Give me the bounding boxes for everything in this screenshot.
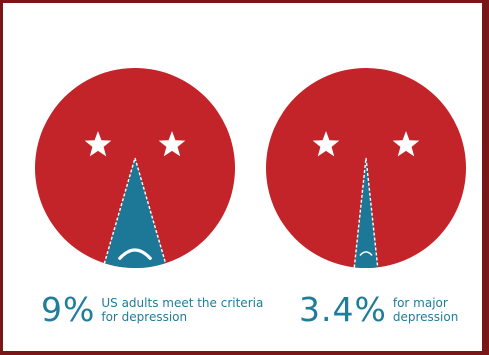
infographic: 9% US adults meet the criteria for depre…: [3, 3, 482, 351]
description-right: for major depression: [393, 296, 458, 324]
star-eye-right-left: [158, 131, 186, 157]
frown-left: [118, 248, 152, 260]
depression-face-charts: [35, 68, 466, 268]
caption-right: 3.4% for major depression: [299, 293, 458, 326]
star-eye-left-right: [312, 131, 340, 157]
description-left: US adults meet the criteria for depressi…: [101, 296, 263, 324]
slice-edge-right: [349, 157, 383, 268]
description-right-line-2: depression: [392, 309, 459, 324]
percent-left: 9%: [41, 290, 96, 329]
percent-right: 3.4%: [299, 290, 387, 329]
caption-left: 9% US adults meet the criteria for depre…: [41, 293, 263, 326]
slice-right: [350, 158, 382, 268]
star-eye-left-left: [84, 131, 112, 157]
description-left-line-1: US adults meet the criteria: [101, 295, 264, 310]
star-eye-right-right: [392, 131, 420, 157]
description-left-line-2: for depression: [101, 309, 188, 324]
description-right-line-1: for major: [392, 295, 448, 310]
frown-right: [359, 251, 373, 256]
